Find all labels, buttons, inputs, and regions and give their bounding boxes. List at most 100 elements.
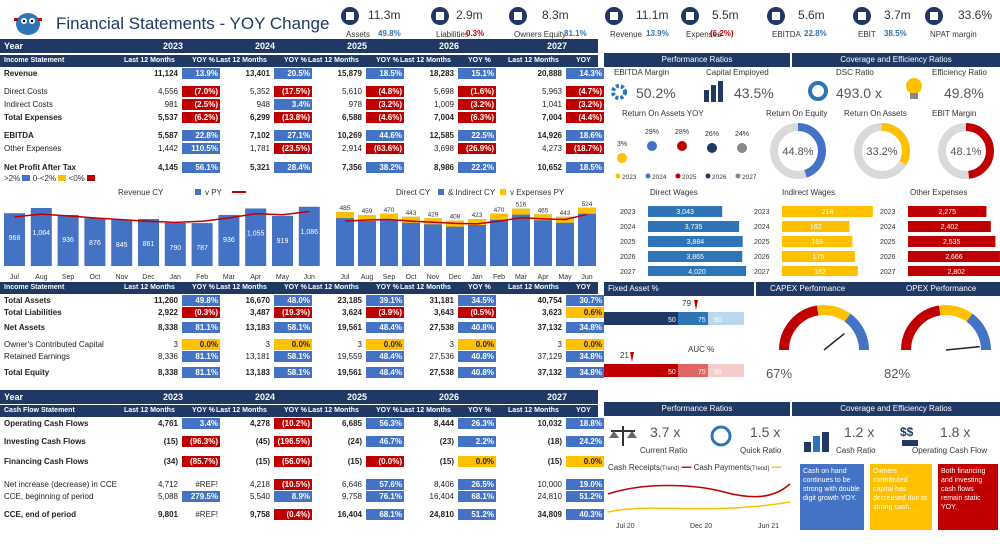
month-tick: Feb <box>493 274 505 281</box>
auc-band-3 <box>708 364 744 377</box>
yoy-value: 24.2% <box>566 436 604 447</box>
roa-yoy-value: 3% <box>617 141 627 148</box>
current-ratio-label: Current Ratio <box>640 446 688 455</box>
ltm-value: 37,132 <box>537 323 562 332</box>
ltm-value: 19,561 <box>337 368 362 377</box>
yoy-value: (4.4%) <box>566 112 604 123</box>
month-tick: Nov <box>115 274 128 281</box>
indirect-legend: & Indirect CY <box>448 188 496 197</box>
roa-yoy-value: 29% <box>645 129 659 136</box>
year-col-2023: 2023 <box>162 392 184 402</box>
yoy-header: YOY % <box>284 57 307 64</box>
expense-bar <box>424 218 442 266</box>
month-tick: Jun <box>581 274 592 281</box>
yoy-value: #REF! <box>195 480 218 489</box>
year-header-row-cash: Year 2023 2024 2025 2026 2027 <box>0 390 598 404</box>
ltm-header: Last 12 Months <box>124 407 175 414</box>
kpi-owners-equity: 8.3m Owners Equity 81.1% <box>508 2 598 40</box>
yoy-value: 20.5% <box>274 68 312 79</box>
income-subheader: Income Statement Last 12 Months YOY % Last… <box>0 55 598 76</box>
other-expenses-value: 2,535 <box>943 239 961 246</box>
kpi-label: EBIT <box>858 30 876 39</box>
ltm-value: 14,926 <box>537 131 562 140</box>
indirect-bar <box>468 219 486 225</box>
rocket-icon <box>766 6 786 26</box>
kpi-revenue: 11.1m Revenue 13.9% <box>604 2 694 40</box>
yoy-value: 13.9% <box>182 68 220 79</box>
legend-dot <box>615 173 621 179</box>
revenue-bar-label: 790 <box>169 245 181 252</box>
yoy-value: 14.3% <box>566 68 604 79</box>
ltm-header: Last 12 Months <box>216 57 267 64</box>
ltm-value: (15) <box>255 457 270 466</box>
ltm-value: 19,559 <box>337 352 362 361</box>
row-label: Net increase (decrease) in CCE <box>4 480 117 489</box>
row-label: Revenue <box>4 69 38 78</box>
year-col-2024: 2024 <box>254 41 276 51</box>
table-row: Indirect Costs 981 (2.5%) 948 3.4% 978 (3.2%) 1… <box>0 99 604 111</box>
row-label: Total Assets <box>4 296 51 305</box>
coverage-ratios-header: Coverage and Efficiency Ratios <box>792 53 1000 67</box>
indirect-wages-bar <box>782 251 855 262</box>
ltm-value: 8,336 <box>157 352 178 361</box>
yoy-header: YOY % <box>284 407 307 414</box>
ltm-value: 4,273 <box>541 144 562 153</box>
yoy-value: 81.1% <box>182 351 220 362</box>
trend-axis-tick: Dec 20 <box>690 523 712 530</box>
other-expenses-bar <box>908 266 1000 276</box>
roa-yoy-value: 24% <box>735 131 749 138</box>
table-row: CCE, beginning of period 5,088 279.5% 5,540… <box>0 491 604 503</box>
other-expenses-bar <box>908 221 991 232</box>
revenue-bar-label: 919 <box>277 238 289 245</box>
row-label: Indirect Costs <box>4 100 53 109</box>
indirect-wages-bar <box>782 206 873 217</box>
row-label: Net Assets <box>4 323 46 332</box>
ltm-header: Last 12 Months <box>308 57 359 64</box>
yoy-value: (17.5%) <box>274 86 312 97</box>
month-tick: Jun <box>304 274 315 281</box>
row-label: CCE, end of period <box>4 510 76 519</box>
yoy-value: 34.8% <box>566 367 604 378</box>
row-label: Operating Cash Flows <box>4 419 89 428</box>
indirect-bar <box>534 214 552 221</box>
yoy-value: (0.3%) <box>182 307 220 318</box>
yoy-value: (3.2%) <box>458 99 496 110</box>
ltm-value: (34) <box>163 457 178 466</box>
indirect-wages-label: Indirect Wages <box>782 188 835 197</box>
yoy-value: 0.0% <box>458 339 496 350</box>
ltm-value: 5,321 <box>249 163 270 172</box>
yoy-value: (85.7%) <box>182 456 220 467</box>
ltm-header: Last 12 Months <box>508 284 559 291</box>
refresh-money-icon <box>710 425 732 447</box>
yoy-value: 58.1% <box>274 351 312 362</box>
month-tick: Mar <box>223 274 236 281</box>
roe-donut-value: 44.8% <box>782 146 813 158</box>
year-tick: 2027 <box>880 269 896 276</box>
yoy-value: (56.0%) <box>274 456 312 467</box>
auc-band-2 <box>678 364 708 377</box>
yoy-value: 19.0% <box>566 479 604 490</box>
yoy-value: 8.9% <box>274 491 312 502</box>
revenue-bar-label: 861 <box>143 241 155 248</box>
yoy-value: 18.8% <box>566 418 604 429</box>
expense-bar <box>578 207 596 266</box>
indirect-bar <box>578 207 596 214</box>
table-row: Owner's Contributed Capital 3 0.0% 3 0.0% 3 0.… <box>0 339 604 351</box>
direct-wages-bar <box>648 221 740 232</box>
kpi-value: 8.3m <box>542 8 569 22</box>
revenue-bar-label: 845 <box>116 242 128 249</box>
month-tick: Sep <box>383 274 396 281</box>
yoy-value: 76.1% <box>366 491 404 502</box>
year-tick: 2027 <box>620 269 636 276</box>
legend-gt2: >2% <box>4 174 21 183</box>
expense-bar-label: 459 <box>362 208 373 215</box>
revenue-bar-label: 936 <box>223 237 235 244</box>
roa-yoy-label: Return On Assets YOY <box>622 109 704 118</box>
wages-bar-charts: Direct Wages 2023 3,043 2024 3,735 2025 3,884 2… <box>620 188 1000 276</box>
ltm-value: 31,181 <box>429 296 454 305</box>
cash-trend-chart: Jul 20 Dec 20 Jun 21 <box>607 483 791 530</box>
kpi-value: 5.5m <box>712 8 739 22</box>
year-tick: 2026 <box>754 254 770 261</box>
table-row: Other Expenses 1,442 110.5% 1,781 (23.5%) 2,9… <box>0 143 604 155</box>
kpi-label: EBITDA <box>772 30 801 39</box>
